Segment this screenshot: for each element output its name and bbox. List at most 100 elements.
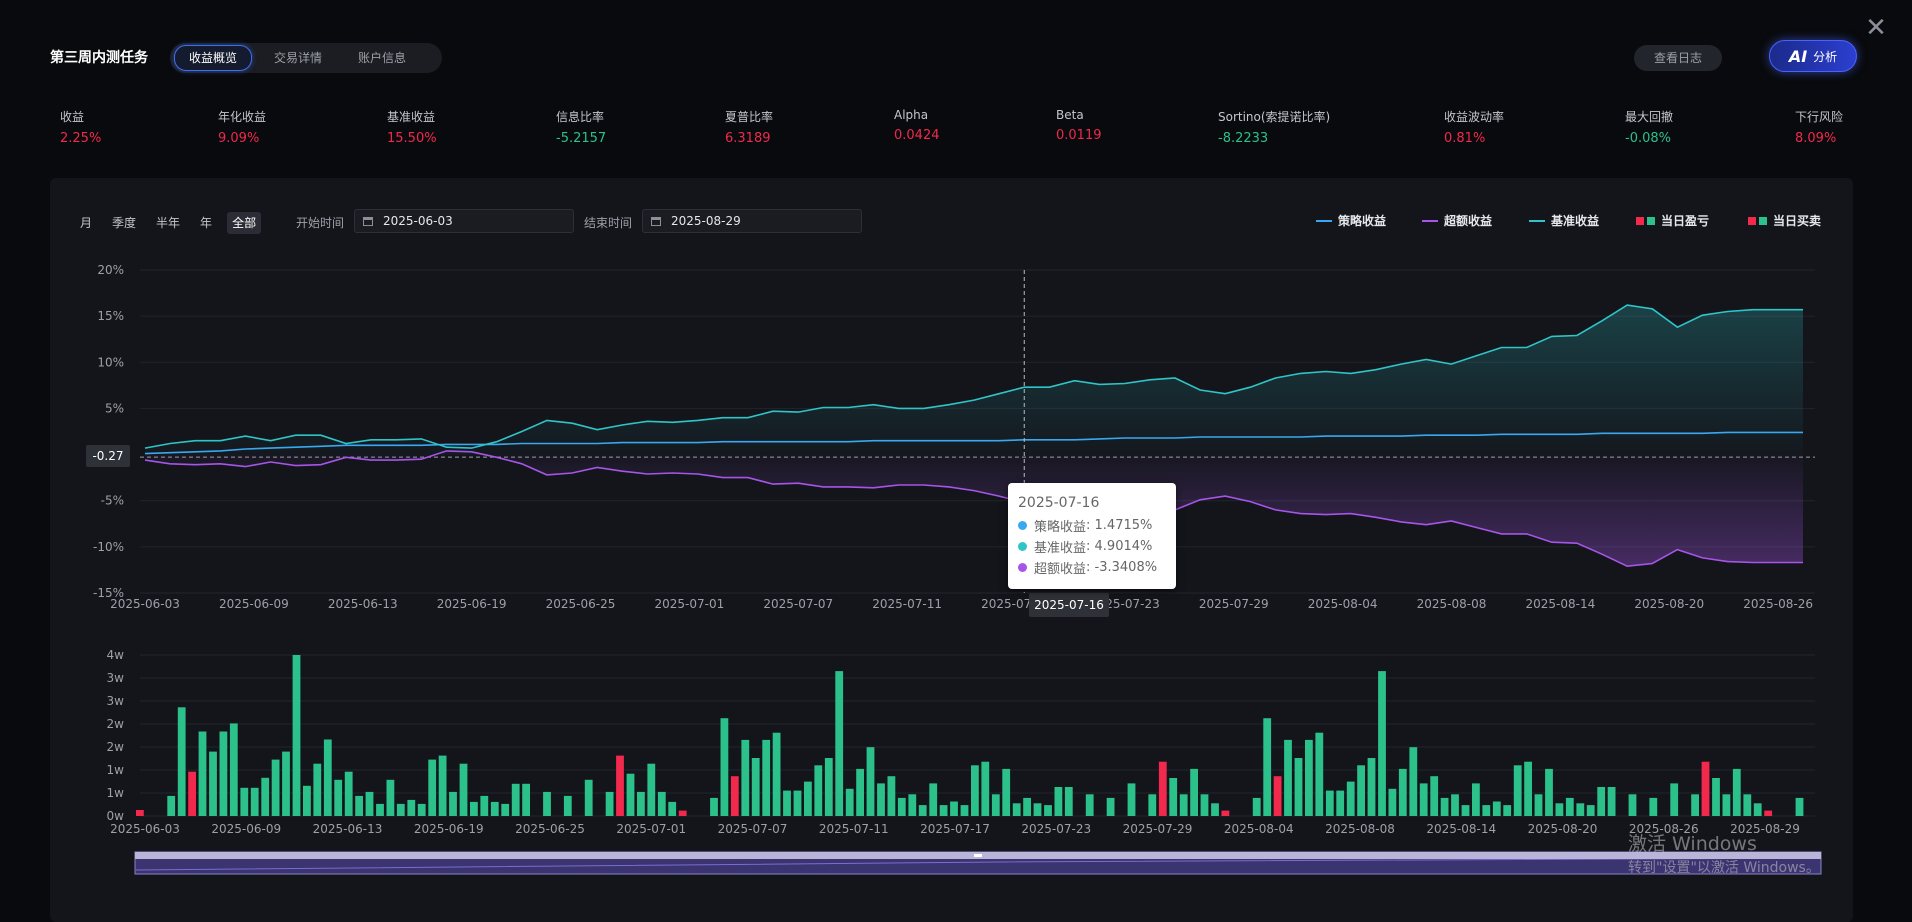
x-tick-label: 2025-07-29 — [1123, 822, 1193, 836]
volume-bar — [459, 763, 468, 816]
view-log-button[interactable]: 查看日志 — [1634, 45, 1722, 71]
volume-bar — [1054, 787, 1063, 816]
x-tick-label: 2025-06-25 — [546, 597, 616, 611]
crosshair-y-label: -0.27 — [86, 445, 130, 467]
x-tick-label: 2025-08-04 — [1308, 597, 1378, 611]
volume-bar — [1367, 758, 1376, 816]
period-year[interactable]: 年 — [200, 216, 213, 230]
metric-value: 8.09% — [1795, 131, 1837, 146]
volume-bar — [918, 805, 927, 816]
volume-bar — [501, 803, 510, 816]
period-half-year[interactable]: 半年 — [156, 216, 181, 230]
period-all[interactable]: 全部 — [227, 212, 262, 234]
volume-bar — [1409, 747, 1418, 816]
metric-label: 年化收益 — [218, 110, 267, 124]
volume-bar — [480, 795, 489, 816]
x-tick-label: 2025-07-11 — [872, 597, 942, 611]
metric-information-ratio: 信息比率 -5.2157 — [556, 108, 606, 146]
volume-bar — [616, 755, 624, 816]
metric-beta: Beta 0.0119 — [1056, 108, 1102, 143]
volume-bar — [438, 755, 447, 816]
x-tick-label: 2025-07-23 — [1021, 822, 1091, 836]
metrics-row: 收益 2.25% 年化收益 9.09% 基准收益 15.50% 信息比率 -5.2157… — [0, 108, 1912, 148]
tooltip-label: 策略收益 — [1034, 520, 1087, 535]
volume-bar — [1597, 787, 1606, 816]
legend-daily-trades[interactable]: 当日买卖 — [1748, 212, 1821, 229]
volume-bar — [136, 810, 144, 816]
volume-bar — [887, 776, 896, 816]
ai-analysis-button[interactable]: AI 分析 — [1769, 40, 1857, 72]
metric-value: 9.09% — [218, 131, 260, 146]
period-month[interactable]: 月 — [80, 216, 93, 230]
volume-bar — [1106, 797, 1115, 816]
end-date-value: 2025-08-29 — [671, 214, 741, 228]
legend-square-green — [1647, 216, 1655, 225]
y-tick-label: 0w — [107, 809, 125, 823]
tooltip-dot — [1018, 521, 1027, 530]
metric-label: 收益 — [60, 110, 85, 124]
legend-square-green — [1759, 216, 1767, 225]
volume-bar — [960, 805, 969, 816]
volume-bar — [1555, 803, 1564, 816]
volume-bar — [866, 747, 875, 816]
volume-bar — [563, 795, 572, 816]
volume-bar — [365, 791, 374, 816]
end-date-label: 结束时间 — [584, 216, 633, 230]
volume-bar — [1336, 790, 1345, 816]
volume-bar — [344, 771, 353, 816]
volume-bar — [1743, 794, 1752, 816]
period-quarter[interactable]: 季度 — [112, 216, 137, 230]
legend-label: 当日买卖 — [1773, 214, 1822, 228]
volume-bar — [250, 787, 259, 816]
volume-bar — [376, 803, 384, 816]
tab-trade-details[interactable]: 交易详情 — [274, 51, 323, 65]
volume-bar — [730, 776, 739, 816]
volume-bar — [1064, 787, 1073, 816]
metric-value: 0.0424 — [894, 128, 940, 143]
volume-bar — [991, 794, 1000, 816]
y-tick-label: 20% — [97, 263, 124, 277]
end-date-picker[interactable]: 2025-08-29 — [642, 209, 862, 233]
volume-bar — [804, 781, 812, 816]
legend-daily-pnl[interactable]: 当日盈亏 — [1636, 212, 1709, 229]
x-tick-label: 2025-07-01 — [655, 597, 725, 611]
y-tick-label: 4w — [107, 648, 125, 662]
volume-bar — [1023, 797, 1031, 816]
volume-bar — [1398, 768, 1407, 816]
tooltip-dot — [1018, 563, 1027, 572]
tooltip-label: 基准收益 — [1034, 541, 1087, 556]
volume-bar — [407, 799, 416, 816]
volume-bar — [449, 791, 457, 816]
close-icon[interactable]: ✕ — [1865, 13, 1887, 43]
volume-bar — [1357, 765, 1365, 816]
start-date-picker[interactable]: 2025-06-03 — [354, 209, 574, 233]
metric-label: Sortino(索提诺比率) — [1218, 110, 1331, 124]
metric-label: Alpha — [894, 108, 929, 122]
tooltip-date: 2025-07-16 — [1018, 495, 1100, 511]
volume-bar — [1169, 778, 1178, 816]
volume-bar — [1524, 761, 1532, 816]
legend-benchmark-return[interactable]: 基准收益 — [1529, 212, 1599, 229]
tab-account-info[interactable]: 账户信息 — [358, 51, 407, 65]
legend-strategy-return[interactable]: 策略收益 — [1316, 212, 1386, 229]
metric-value: 2.25% — [60, 131, 102, 146]
metric-downside-risk: 下行风险 8.09% — [1795, 108, 1843, 146]
crosshair-x-label: 2025-07-16 — [1029, 593, 1109, 617]
volume-bar — [1764, 810, 1773, 816]
volume-bar — [1576, 803, 1585, 816]
legend-square-red — [1636, 216, 1644, 225]
y-tick-label: 2w — [107, 717, 125, 731]
volume-bar — [1284, 739, 1292, 816]
volume-bar — [1346, 781, 1355, 816]
x-tick-label: 2025-08-29 — [1730, 822, 1800, 836]
volume-bar — [334, 779, 343, 816]
tab-overview[interactable]: 收益概览 — [174, 45, 253, 71]
volume-bar — [229, 723, 238, 816]
volume-bar — [1795, 797, 1804, 816]
legend-excess-return[interactable]: 超额收益 — [1422, 212, 1492, 229]
volume-bar — [657, 791, 666, 816]
volume-bar — [1670, 783, 1679, 816]
x-tick-label: 2025-06-03 — [110, 597, 180, 611]
x-tick-label: 2025-08-08 — [1325, 822, 1395, 836]
